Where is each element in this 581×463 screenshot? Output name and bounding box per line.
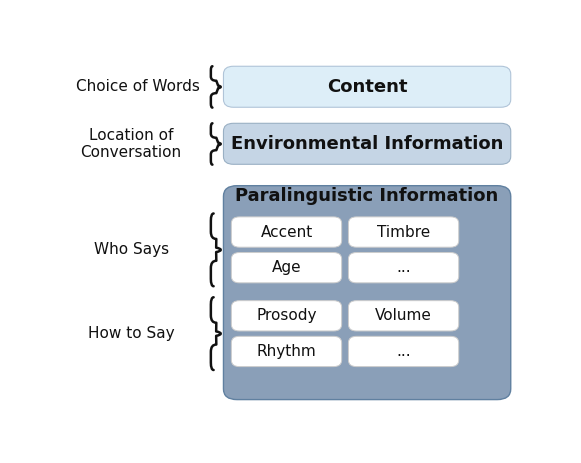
FancyBboxPatch shape bbox=[231, 252, 342, 283]
FancyBboxPatch shape bbox=[231, 336, 342, 367]
Text: Content: Content bbox=[327, 78, 407, 96]
Text: Volume: Volume bbox=[375, 308, 432, 323]
Text: Who Says: Who Says bbox=[94, 242, 168, 257]
FancyBboxPatch shape bbox=[224, 123, 511, 164]
Text: Age: Age bbox=[272, 260, 302, 275]
Text: Timbre: Timbre bbox=[377, 225, 430, 239]
FancyBboxPatch shape bbox=[349, 300, 459, 331]
Text: Paralinguistic Information: Paralinguistic Information bbox=[235, 188, 498, 206]
Text: Location of
Conversation: Location of Conversation bbox=[81, 128, 182, 160]
FancyBboxPatch shape bbox=[224, 66, 511, 107]
Text: Prosody: Prosody bbox=[256, 308, 317, 323]
FancyBboxPatch shape bbox=[231, 300, 342, 331]
FancyBboxPatch shape bbox=[231, 217, 342, 247]
FancyBboxPatch shape bbox=[349, 336, 459, 367]
FancyBboxPatch shape bbox=[349, 217, 459, 247]
Text: How to Say: How to Say bbox=[88, 326, 174, 341]
Text: Environmental Information: Environmental Information bbox=[231, 135, 503, 153]
Text: ...: ... bbox=[396, 344, 411, 359]
Text: ...: ... bbox=[396, 260, 411, 275]
FancyBboxPatch shape bbox=[224, 186, 511, 400]
Text: Choice of Words: Choice of Words bbox=[76, 80, 200, 94]
FancyBboxPatch shape bbox=[349, 252, 459, 283]
Text: Rhythm: Rhythm bbox=[257, 344, 317, 359]
Text: Accent: Accent bbox=[260, 225, 313, 239]
